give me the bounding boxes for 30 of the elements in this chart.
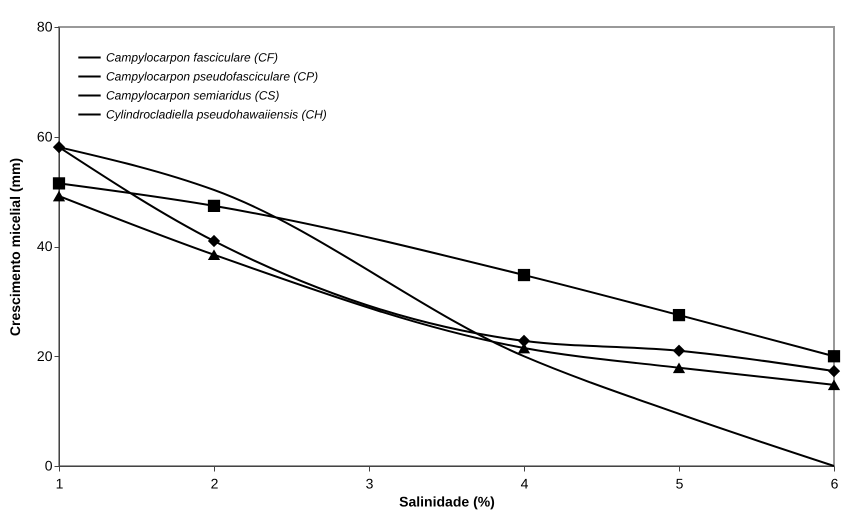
point	[208, 234, 220, 248]
x-tick-label: 6	[830, 476, 839, 492]
legend-label: Campylocarpon pseudofasciculare (CP)	[106, 70, 318, 84]
x-tick-label: 1	[56, 476, 64, 492]
x-tick-label: 5	[676, 476, 684, 492]
y-tick-label: 60	[36, 128, 53, 144]
y-tick-label: 20	[36, 348, 53, 364]
point	[518, 268, 530, 282]
point	[208, 200, 220, 212]
legend-label: Campylocarpon semiaridus (CS)	[106, 88, 280, 102]
legend-label: Cylindrocladiella pseudohawaiiensis (CH)	[106, 108, 327, 122]
y-tick-label: 80	[36, 18, 53, 34]
point	[828, 364, 840, 378]
y-tick-label: 40	[36, 238, 53, 254]
point	[672, 308, 686, 322]
x-tick-label: 4	[520, 476, 529, 492]
x-axis-title: Salinidade (%)	[399, 494, 495, 510]
point	[828, 379, 840, 390]
x-tick-label: 3	[366, 476, 374, 492]
point	[672, 362, 686, 374]
point	[828, 350, 840, 362]
point	[52, 141, 66, 154]
point	[208, 249, 220, 260]
point	[52, 177, 66, 190]
x-tick-label: 2	[210, 476, 219, 492]
point	[52, 190, 66, 202]
legend-label: Campylocarpon fasciculare (CF)	[106, 50, 278, 64]
y-axis-title: Crescimento micelial (mm)	[6, 158, 23, 336]
y-tick-label: 0	[44, 458, 53, 474]
point	[672, 344, 686, 357]
